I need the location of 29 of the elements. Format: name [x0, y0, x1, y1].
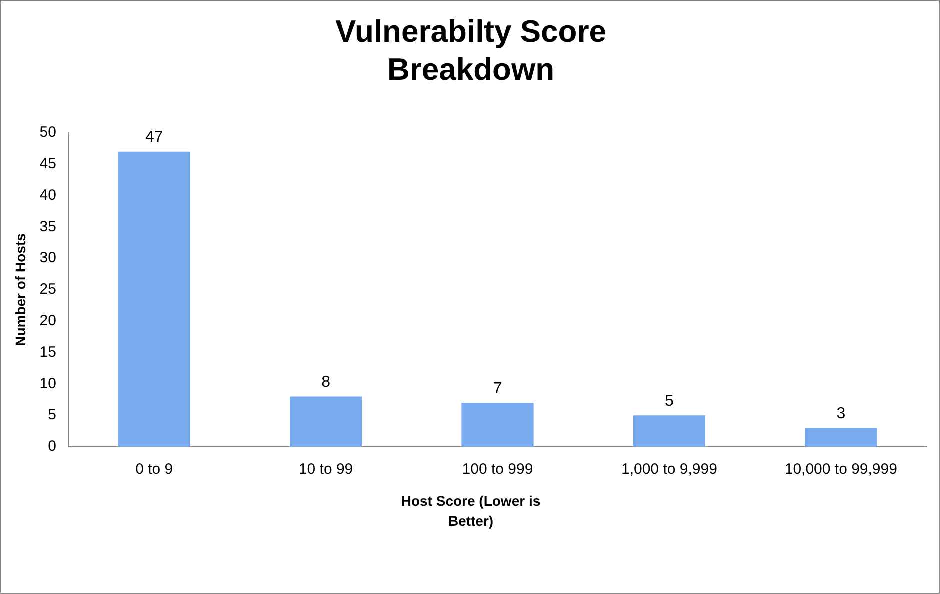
data-label: 8 — [322, 374, 331, 392]
bar — [290, 396, 362, 447]
x-tick-label: 0 to 9 — [136, 461, 174, 478]
x-tick-label: 1,000 to 9,999 — [621, 461, 718, 478]
y-tick-label: 15 — [40, 344, 56, 361]
y-tick-label: 5 — [48, 406, 56, 424]
y-axis-title: Number of Hosts — [12, 233, 28, 346]
bar — [118, 152, 190, 447]
x-tick-label: 10,000 to 99,999 — [784, 461, 898, 478]
x-tick-label: 10 to 99 — [298, 461, 354, 478]
data-label: 47 — [145, 129, 164, 146]
bar — [633, 416, 706, 447]
y-tick-label: 30 — [40, 250, 56, 267]
bar — [805, 428, 878, 447]
y-tick-label: 35 — [40, 218, 56, 236]
chart-title: Vulnerabilty Score Breakdown — [334, 13, 608, 89]
data-label: 7 — [493, 380, 502, 398]
bar — [462, 403, 534, 447]
y-tick-label: 20 — [40, 312, 56, 330]
y-tick-label: 45 — [40, 156, 56, 173]
y-tick-label: 10 — [40, 375, 56, 392]
y-tick-label: 25 — [40, 281, 56, 298]
y-tick-label: 0 — [48, 438, 56, 456]
y-tick-label: 40 — [40, 186, 56, 204]
x-axis-title: Host Score (Lower is Better) — [400, 492, 542, 531]
data-label: 5 — [664, 393, 674, 410]
data-label: 3 — [836, 406, 846, 423]
y-tick-label: 50 — [40, 124, 56, 142]
x-tick-label: 100 to 999 — [462, 461, 534, 478]
